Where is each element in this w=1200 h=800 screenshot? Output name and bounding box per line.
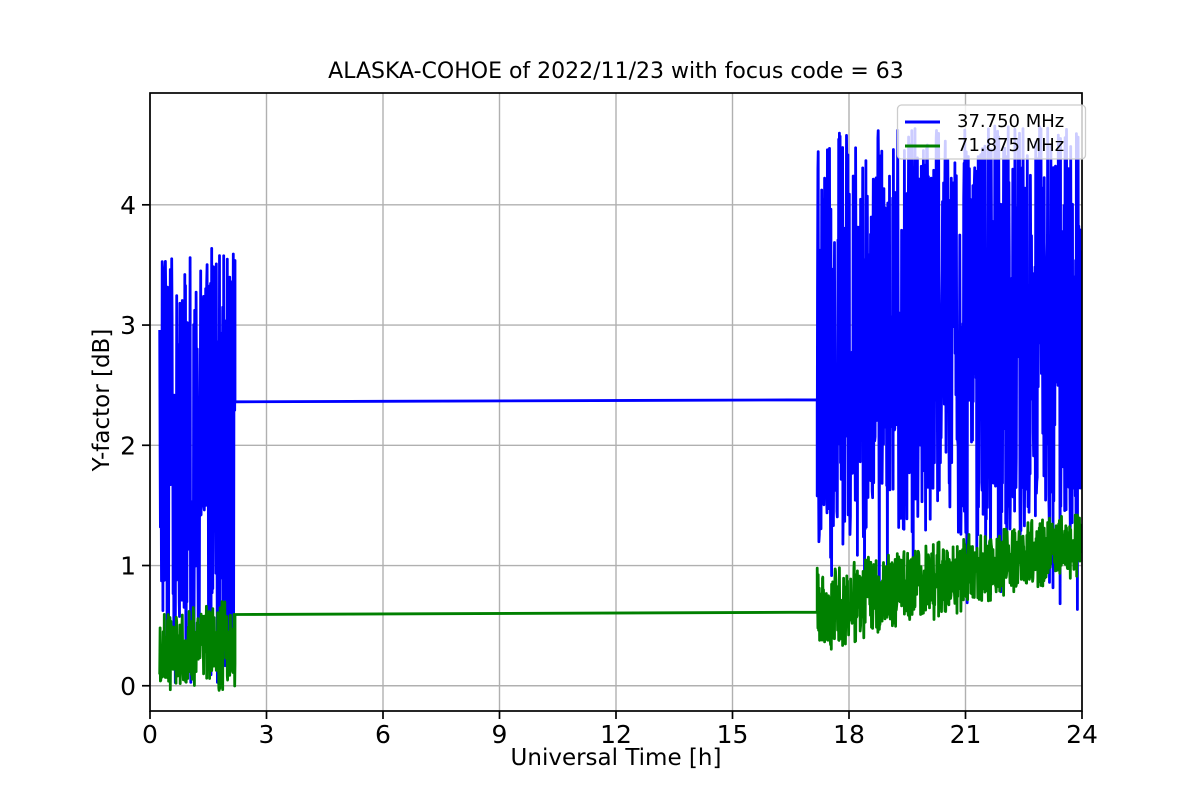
x-tick-label: 9 — [492, 720, 508, 749]
series-line-1 — [158, 513, 1082, 692]
x-tick-label: 6 — [375, 720, 391, 749]
chart-title: ALASKA-COHOE of 2022/11/23 with focus co… — [328, 59, 904, 84]
x-tick-label: 21 — [950, 720, 982, 749]
x-axis-label: Universal Time [h] — [510, 745, 722, 771]
y-tick-label: 1 — [120, 552, 136, 581]
legend-label-71875: 71.875 MHz — [957, 135, 1065, 156]
x-tick-label: 3 — [259, 720, 275, 749]
y-tick-label: 2 — [120, 431, 136, 460]
y-tick-label: 0 — [120, 672, 136, 701]
x-tick-label: 0 — [142, 720, 158, 749]
y-tick-label: 3 — [120, 311, 136, 340]
y-tick-label: 4 — [120, 191, 136, 220]
series-group — [158, 124, 1082, 692]
legend-label-37750: 37.750 MHz — [957, 111, 1065, 132]
legend-box — [896, 104, 1087, 160]
x-tick-label: 24 — [1066, 720, 1098, 749]
series-line-0 — [158, 124, 1082, 684]
legend — [896, 104, 1087, 160]
x-tick-label: 18 — [833, 720, 865, 749]
y-axis-label: Y-factor [dB] — [89, 328, 115, 472]
x-tick-label: 15 — [717, 720, 749, 749]
x-tick-label: 12 — [600, 720, 632, 749]
